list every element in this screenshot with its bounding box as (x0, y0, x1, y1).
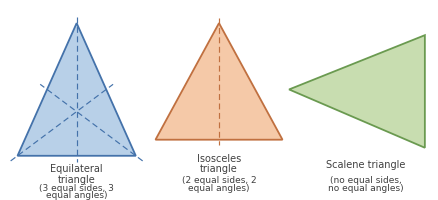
Text: no equal angles): no equal angles) (328, 183, 403, 192)
Text: Scalene triangle: Scalene triangle (326, 159, 406, 169)
Polygon shape (18, 24, 136, 156)
Text: triangle: triangle (200, 163, 238, 173)
Text: (3 equal sides, 3: (3 equal sides, 3 (39, 183, 114, 192)
Text: Equilateral: Equilateral (50, 163, 103, 173)
Text: equal angles): equal angles) (46, 190, 107, 199)
Text: (no equal sides,: (no equal sides, (330, 175, 402, 184)
Text: Isosceles: Isosceles (197, 153, 241, 163)
Polygon shape (289, 36, 425, 148)
Polygon shape (155, 24, 283, 140)
Text: triangle: triangle (58, 174, 95, 184)
Text: equal angles): equal angles) (188, 183, 250, 192)
Text: (2 equal sides, 2: (2 equal sides, 2 (182, 175, 256, 184)
